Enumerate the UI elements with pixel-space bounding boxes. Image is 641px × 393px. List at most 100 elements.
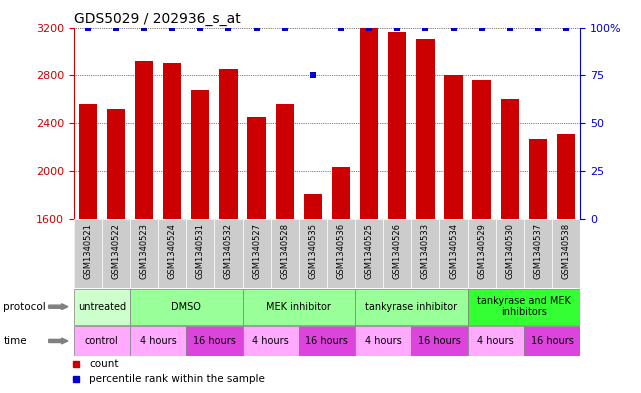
Point [392, 24, 403, 31]
Text: 16 hours: 16 hours [193, 336, 236, 346]
Point [449, 24, 459, 31]
FancyBboxPatch shape [495, 219, 524, 288]
FancyBboxPatch shape [242, 219, 271, 288]
Bar [388, 32, 406, 219]
FancyBboxPatch shape [467, 288, 580, 325]
Text: percentile rank within the sample: percentile rank within the sample [89, 375, 265, 384]
Point [533, 24, 543, 31]
Text: GSM1340523: GSM1340523 [140, 223, 149, 279]
FancyBboxPatch shape [74, 288, 130, 325]
FancyBboxPatch shape [74, 326, 130, 356]
Text: 4 hours: 4 hours [478, 336, 514, 346]
FancyBboxPatch shape [242, 288, 355, 325]
Text: GSM1340521: GSM1340521 [83, 223, 92, 279]
Bar [472, 80, 491, 219]
Text: control: control [85, 336, 119, 346]
Bar [163, 64, 181, 219]
Point [167, 24, 178, 31]
Text: 4 hours: 4 hours [365, 336, 401, 346]
Point [476, 24, 487, 31]
FancyBboxPatch shape [355, 326, 412, 356]
Text: GSM1340534: GSM1340534 [449, 223, 458, 279]
Text: DMSO: DMSO [171, 302, 201, 312]
Text: untreated: untreated [78, 302, 126, 312]
FancyBboxPatch shape [299, 219, 327, 288]
Text: 4 hours: 4 hours [140, 336, 176, 346]
FancyBboxPatch shape [383, 219, 412, 288]
Point [251, 24, 262, 31]
Bar [276, 104, 294, 219]
Text: tankyrase and MEK
inhibitors: tankyrase and MEK inhibitors [477, 296, 570, 318]
Text: MEK inhibitor: MEK inhibitor [267, 302, 331, 312]
Bar [219, 70, 238, 219]
FancyBboxPatch shape [524, 219, 552, 288]
FancyBboxPatch shape [130, 326, 187, 356]
Text: count: count [89, 358, 119, 369]
Text: 16 hours: 16 hours [531, 336, 574, 346]
Bar [332, 167, 350, 219]
Text: 4 hours: 4 hours [253, 336, 289, 346]
Bar [501, 99, 519, 219]
Bar [304, 194, 322, 219]
Text: GSM1340531: GSM1340531 [196, 223, 205, 279]
Point [139, 24, 149, 31]
Text: GSM1340526: GSM1340526 [393, 223, 402, 279]
FancyBboxPatch shape [74, 219, 102, 288]
FancyBboxPatch shape [440, 219, 467, 288]
FancyBboxPatch shape [467, 219, 495, 288]
Bar [79, 104, 97, 219]
Point [504, 24, 515, 31]
Point [223, 24, 233, 31]
Point [83, 24, 93, 31]
FancyBboxPatch shape [271, 219, 299, 288]
Text: GSM1340525: GSM1340525 [365, 223, 374, 279]
FancyBboxPatch shape [327, 219, 355, 288]
FancyBboxPatch shape [187, 326, 242, 356]
Text: GSM1340538: GSM1340538 [562, 223, 570, 279]
Text: 16 hours: 16 hours [418, 336, 461, 346]
FancyBboxPatch shape [467, 326, 524, 356]
Bar [360, 28, 378, 219]
Text: GSM1340524: GSM1340524 [168, 223, 177, 279]
FancyBboxPatch shape [158, 219, 187, 288]
FancyBboxPatch shape [187, 219, 214, 288]
FancyBboxPatch shape [412, 219, 440, 288]
Point [195, 24, 205, 31]
FancyBboxPatch shape [130, 219, 158, 288]
Text: GSM1340529: GSM1340529 [477, 223, 486, 279]
Text: GSM1340532: GSM1340532 [224, 223, 233, 279]
FancyBboxPatch shape [299, 326, 355, 356]
FancyBboxPatch shape [524, 326, 580, 356]
Bar [107, 109, 125, 219]
Text: time: time [3, 336, 27, 346]
FancyBboxPatch shape [355, 219, 383, 288]
FancyBboxPatch shape [242, 326, 299, 356]
Bar [135, 61, 153, 219]
Text: GDS5029 / 202936_s_at: GDS5029 / 202936_s_at [74, 13, 240, 26]
Point [364, 24, 374, 31]
Point [336, 24, 346, 31]
FancyBboxPatch shape [214, 219, 242, 288]
FancyBboxPatch shape [552, 219, 580, 288]
Text: GSM1340535: GSM1340535 [308, 223, 317, 279]
FancyBboxPatch shape [412, 326, 467, 356]
Bar [529, 139, 547, 219]
FancyBboxPatch shape [355, 288, 467, 325]
Bar [557, 134, 575, 219]
Text: tankyrase inhibitor: tankyrase inhibitor [365, 302, 458, 312]
Bar [247, 118, 266, 219]
Text: GSM1340527: GSM1340527 [252, 223, 261, 279]
Bar [191, 90, 210, 219]
Text: protocol: protocol [3, 302, 46, 312]
Point [111, 24, 121, 31]
Point [308, 72, 318, 79]
FancyBboxPatch shape [102, 219, 130, 288]
Text: GSM1340522: GSM1340522 [112, 223, 121, 279]
Text: GSM1340533: GSM1340533 [421, 223, 430, 279]
Point [279, 24, 290, 31]
Bar [416, 40, 435, 219]
Text: 16 hours: 16 hours [306, 336, 348, 346]
Text: GSM1340528: GSM1340528 [280, 223, 289, 279]
Bar [444, 75, 463, 219]
Text: GSM1340536: GSM1340536 [337, 223, 345, 279]
